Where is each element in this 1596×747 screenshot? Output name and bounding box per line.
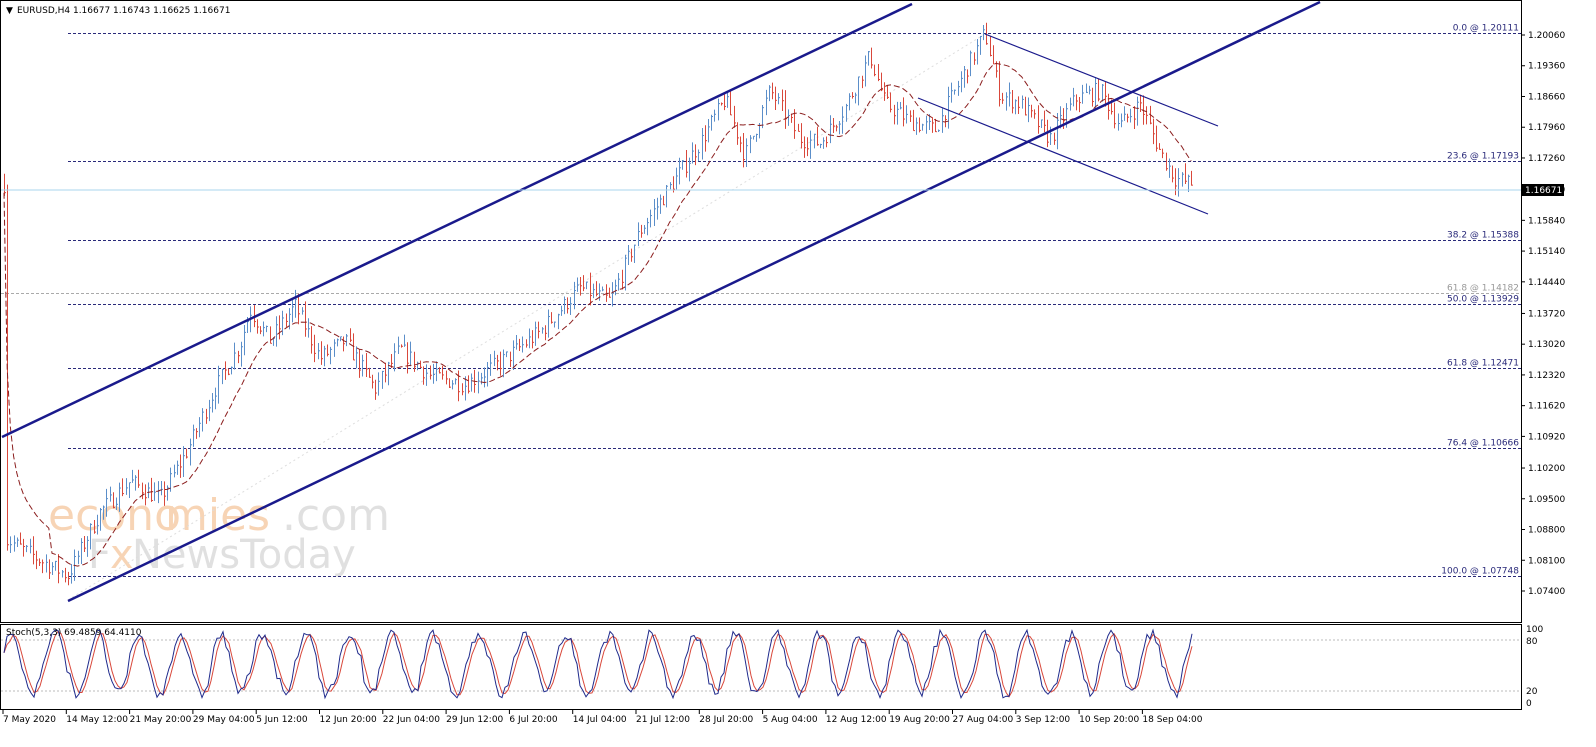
stoch-signal-line	[3, 630, 1193, 698]
watermark: econo mies .com F x NewsToday	[48, 490, 390, 578]
watermark-line1-c: .com	[282, 490, 390, 541]
time-tick-label: 12 Jun 20:00	[320, 715, 377, 725]
time-tick-label: 14 Jul 04:00	[573, 715, 627, 725]
time-tick-label: 7 May 2020	[3, 715, 56, 725]
time-axis[interactable]: 7 May 2020 14 May 12:00 21 May 20:00 29 May…	[2, 710, 1203, 725]
candlesticks	[4, 22, 1193, 586]
watermark-line1-b: mies	[165, 490, 270, 541]
watermark-line2-b: x	[110, 532, 134, 578]
fib-level-label: 23.6 @ 1.17193	[1447, 152, 1519, 162]
time-tick-label: 22 Jun 04:00	[383, 715, 440, 725]
fib-level-label: 100.0 @ 1.07748	[1441, 567, 1519, 577]
price-tick-label: 1.20060	[1528, 31, 1565, 41]
price-tick-label: 1.12320	[1528, 371, 1565, 381]
time-tick-label: 21 May 20:00	[130, 715, 192, 725]
fib-level-label: 50.0 @ 1.13929	[1447, 295, 1519, 305]
time-tick-label: 5 Aug 04:00	[763, 715, 818, 725]
stoch-main-line	[3, 628, 1193, 700]
time-tick-label: 19 Aug 20:00	[889, 715, 950, 725]
price-tick-label: 1.10200	[1528, 464, 1565, 474]
descending-channel-lower[interactable]	[917, 97, 1209, 215]
price-tick-label: 1.15140	[1528, 247, 1565, 257]
stoch-axis-100: 100	[1526, 625, 1543, 635]
price-tick-label: 1.07400	[1528, 587, 1565, 597]
current-price-tag	[1522, 184, 1564, 196]
stoch-axis-80: 80	[1526, 637, 1538, 647]
price-tick-label: 1.11620	[1528, 402, 1565, 412]
fib-level-label: 38.2 @ 1.15388	[1447, 231, 1519, 241]
stoch-axis: 100 80 20 0	[1526, 625, 1543, 709]
time-tick-label: 3 Sep 12:00	[1016, 715, 1071, 725]
stochastic-pane[interactable]	[0, 624, 1522, 710]
price-tick-label: 1.19360	[1528, 62, 1565, 72]
price-tick-label: 1.10920	[1528, 432, 1565, 442]
price-tick-label: 1.13020	[1528, 340, 1565, 350]
price-tick-label: 1.17960	[1528, 123, 1565, 133]
time-tick-label: 5 Jun 12:00	[256, 715, 308, 725]
fib-level-label: 0.0 @ 1.20111	[1453, 24, 1519, 34]
price-tick-label: 1.18660	[1528, 92, 1565, 102]
ascending-channel-lower[interactable]	[67, 0, 1321, 603]
ascending-channel-upper[interactable]	[1, 2, 913, 439]
dropdown-arrow-icon[interactable]: ▼	[6, 6, 13, 16]
price-axis[interactable]: 1.200601.193601.186601.179601.172601.165…	[1521, 31, 1565, 597]
time-tick-label: 21 Jul 12:00	[636, 715, 690, 725]
stoch-indicator-label: Stoch(5,3,3) 69.4859 64.4110	[6, 628, 142, 638]
price-tick-label: 1.13720	[1528, 309, 1565, 319]
current-price-label: 1.16671	[1525, 186, 1562, 196]
stoch-axis-20: 20	[1526, 687, 1538, 697]
price-tick-label: 1.08800	[1528, 526, 1565, 536]
time-tick-label: 29 Jun 12:00	[446, 715, 503, 725]
price-tick-label: 1.08100	[1528, 556, 1565, 566]
stoch-axis-0: 0	[1526, 699, 1532, 709]
time-tick-label: 18 Sep 04:00	[1142, 715, 1202, 725]
price-tick-label: 1.17260	[1528, 154, 1565, 164]
time-tick-label: 28 Jul 20:00	[699, 715, 753, 725]
fib-level-label: 61.8 @ 1.12471	[1447, 359, 1519, 369]
fib-level-label: 76.4 @ 1.10666	[1447, 439, 1519, 449]
symbol-info: EURUSD,H4 1.16677 1.16743 1.16625 1.1667…	[17, 6, 230, 16]
price-tick-label: 1.09500	[1528, 495, 1565, 505]
fib-level-label: 61.8 @ 1.14182	[1447, 284, 1519, 294]
time-tick-label: 6 Jul 20:00	[509, 715, 558, 725]
price-tick-label: 1.14440	[1528, 278, 1565, 288]
time-tick-label: 14 May 12:00	[66, 715, 128, 725]
watermark-line2-c: NewsToday	[132, 532, 356, 578]
time-tick-label: 10 Sep 20:00	[1079, 715, 1139, 725]
time-tick-label: 29 May 04:00	[193, 715, 255, 725]
watermark-line2-a: F	[88, 532, 111, 578]
price-tick-label: 1.15840	[1528, 216, 1565, 226]
time-tick-label: 27 Aug 04:00	[953, 715, 1014, 725]
moving-average-line	[3, 62, 1192, 567]
time-tick-label: 12 Aug 12:00	[826, 715, 887, 725]
fibonacci-levels: 0.0 @ 1.20111 23.6 @ 1.17193 38.2 @ 1.1538…	[1, 24, 1521, 577]
descending-channel-upper[interactable]	[984, 33, 1219, 127]
